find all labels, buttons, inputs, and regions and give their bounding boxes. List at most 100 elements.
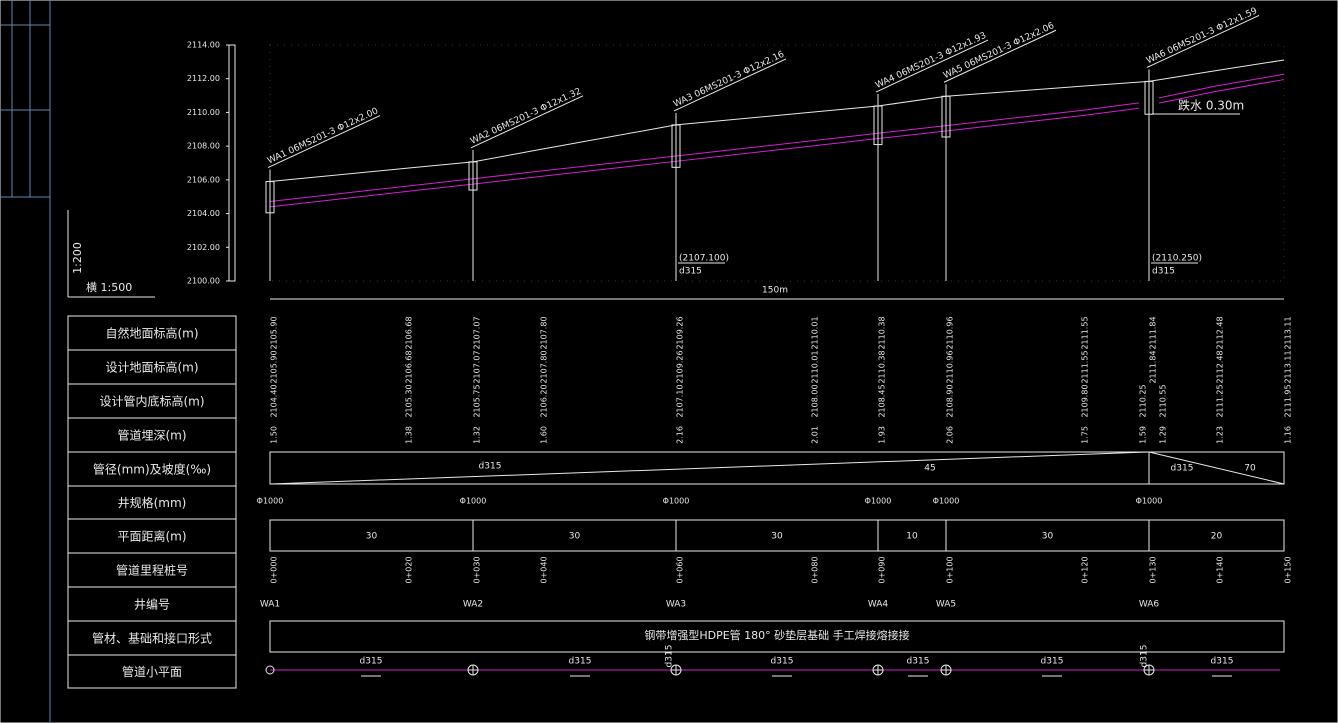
cell-value: 0+090 [878,556,887,583]
y-tick-label: 2104.00 [187,209,220,218]
manhole [1144,80,1154,115]
cell-value: 2110.96 [946,350,955,383]
well-id: WA3 [666,600,686,610]
slope-value: d315 [479,462,502,472]
ground-line [269,59,1285,183]
pipe-note: d315 [1152,267,1175,277]
cell-value: 1.59 [1139,426,1148,444]
slope-value: 45 [924,464,935,474]
y-tick-label: 2114.00 [187,41,220,50]
plan-well [265,665,275,675]
distance-value: 30 [366,532,378,542]
row-label: 平面距离(m) [117,529,186,544]
cell-value: 2105.90 [270,350,279,383]
corner-grid [0,0,51,723]
well-label: WA2 06MS201-3 Φ12x1.32 [469,87,583,147]
well-spec: Φ1000 [460,497,487,506]
well-id: WA5 [936,600,956,610]
cell-value: 2106.20 [540,384,549,417]
cell-value: 2108.45 [878,384,887,417]
cell-value: 2110.96 [946,316,955,349]
row-label: 管径(mm)及坡度(‰) [93,462,211,477]
cell-value: 0+020 [405,556,414,583]
leader [875,39,989,93]
cell-value: 2105.90 [270,316,279,349]
cell-value: 2113.11 [1284,316,1293,349]
cell-value: 2107.80 [540,316,549,349]
well-spec: Φ1000 [257,497,284,506]
cell-value: 1.75 [1081,426,1090,444]
well-id: WA6 [1139,600,1160,610]
well-spec: Φ1000 [1136,497,1163,506]
cell-value: 2110.25 [1139,384,1148,417]
plan-label: d315 [665,645,675,668]
well-id: WA2 [463,600,483,610]
cell-value: 1.50 [270,426,279,444]
cell-value: 0+130 [1149,556,1158,583]
row-label: 井编号 [134,597,170,612]
cell-value: 2106.68 [405,316,414,349]
plan-label: d315 [1140,645,1150,668]
row-label: 管道小平面 [122,664,182,679]
length-label: 150m [762,286,788,296]
well-label: WA3 06MS201-3 Φ12x2.16 [672,50,786,110]
manhole [873,105,883,146]
cell-value: 2112.48 [1216,350,1225,383]
cell-value: 2111.84 [1149,316,1158,349]
cell-value: 0+030 [473,556,482,583]
row-label: 管道里程桩号 [116,563,188,578]
row-label: 管材、基础和接口形式 [92,631,212,646]
leader [470,95,584,149]
drop-note: 跌水 0.30m [1178,98,1244,113]
cell-value: 1.60 [540,426,549,444]
cell-value: 2105.30 [405,384,414,417]
cell-value: 1.16 [1284,426,1293,444]
invert-note: (2107.100) [679,254,729,264]
vertical-scale: 1:200 [71,242,84,274]
pipe-line [1158,79,1285,104]
slope-diag [1148,451,1285,485]
plan-label: d315 [771,657,794,667]
leader [943,29,1057,83]
cell-value: 2109.26 [676,350,685,383]
leader [1146,14,1260,68]
pipe-line [269,102,1140,203]
cell-value: 1.29 [1159,426,1168,444]
cell-value: 0+080 [811,556,820,583]
y-tick-label: 2102.00 [187,243,220,252]
slope-box [269,451,1285,485]
cell-value: 2107.10 [676,384,685,417]
horizontal-scale: 横 1:500 [86,280,132,294]
leader [673,58,787,112]
cell-value: 2.06 [946,426,955,444]
cell-value: 0+140 [1216,556,1225,583]
cell-value: 2108.90 [946,384,955,417]
distance-value: 20 [1211,532,1223,542]
slope-value: 70 [1244,464,1256,474]
well-spec: Φ1000 [663,497,690,506]
plan-label: d315 [907,657,930,667]
y-tick-label: 2100.00 [187,277,220,286]
slope-value: d315 [1171,464,1194,474]
cell-value: 2111.25 [1216,384,1225,417]
cell-value: 0+100 [946,556,955,583]
cell-value: 2106.68 [405,350,414,383]
cell-value: 2112.48 [1216,316,1225,349]
cell-value: 2110.55 [1159,384,1168,417]
pipe-line [269,107,1140,208]
cell-value: 2108.00 [811,384,820,417]
y-tick-label: 2112.00 [187,74,220,83]
cell-value: 2110.01 [811,316,820,349]
cell-value: 2111.84 [1149,350,1158,383]
well-id: WA4 [868,600,889,610]
cell-value: 2110.38 [878,350,887,383]
cell-value: 2107.07 [473,350,482,383]
material-box [269,620,1285,653]
cell-value: 0+060 [676,556,685,583]
cell-value: 0+040 [540,556,549,583]
cell-value: 2111.55 [1081,350,1090,383]
cell-value: 2107.80 [540,350,549,383]
distance-value: 30 [771,532,783,542]
cell-value: 1.23 [1216,426,1225,444]
